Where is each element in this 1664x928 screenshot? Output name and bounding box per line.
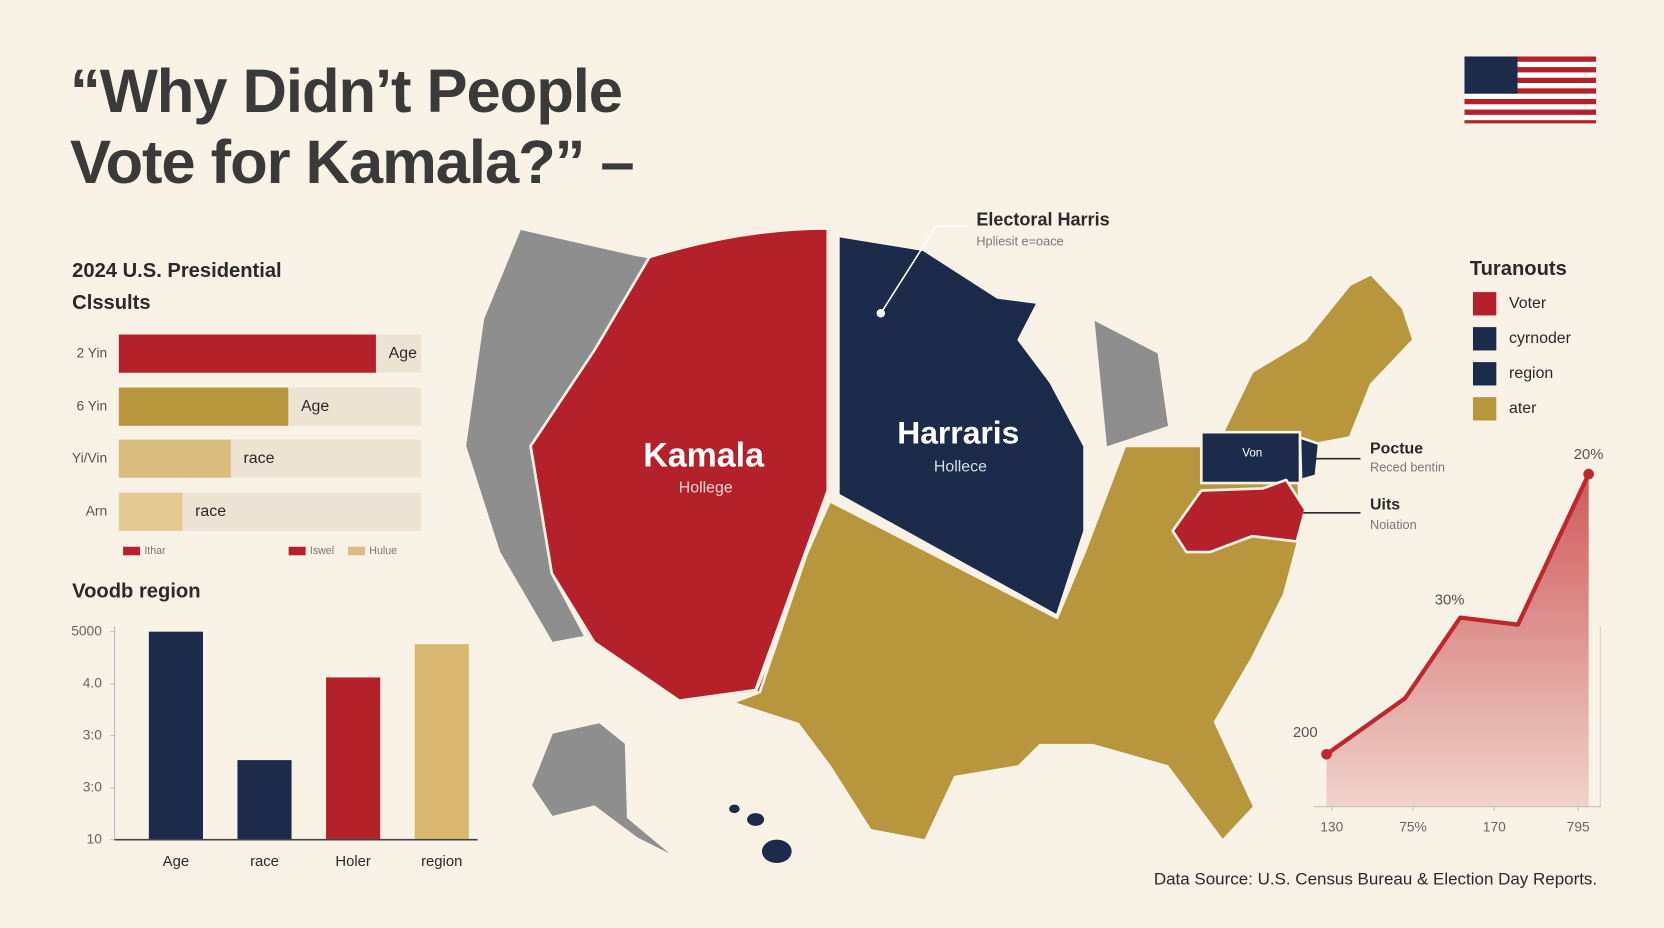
y-tick-label: 3:0	[83, 727, 102, 742]
flag-stripe	[1464, 93, 1597, 99]
bar	[118, 492, 183, 531]
map-label: Kamala	[643, 437, 765, 475]
bar	[237, 760, 292, 840]
map-state-nj	[1298, 436, 1321, 482]
y-tick-label: 4.0	[83, 675, 102, 690]
x-tick-label: 130	[1320, 820, 1343, 835]
map-state-pa	[1199, 430, 1302, 485]
legend-swatch	[1472, 292, 1497, 316]
x-tick-label: 170	[1483, 820, 1506, 835]
category-label: Arn	[86, 503, 107, 518]
map-region-kamala	[529, 227, 830, 702]
callout-title: Electoral Harris	[976, 210, 1109, 230]
map-alaska	[529, 720, 681, 862]
bar-label: race	[195, 503, 226, 520]
bar	[118, 439, 231, 478]
map-region-michigan	[1091, 317, 1171, 450]
bar-label: Age	[301, 398, 329, 415]
flag-stripe	[1464, 61, 1597, 68]
legend-label: cyrnoder	[1509, 330, 1572, 347]
legend-title: Turanouts	[1470, 258, 1567, 280]
y-tick-label: 10	[87, 831, 103, 846]
bar	[148, 631, 203, 840]
area-fill	[1326, 474, 1589, 807]
us-map: Kamala Hollege Harraris Hollece Von Elec…	[463, 210, 1445, 864]
us-flag	[1464, 56, 1597, 124]
bar	[326, 677, 381, 840]
point	[1321, 748, 1332, 760]
x-tick-label: 75%	[1399, 820, 1427, 835]
legend-label: Iswel	[310, 545, 334, 557]
category-label: Yi/Vin	[72, 450, 107, 465]
flag-stripe	[1464, 104, 1597, 110]
map-hawaii	[729, 804, 740, 814]
chart-title: 2024 U.S. Presidential	[72, 260, 282, 282]
callout-subtitle: Hpliesit e=oace	[976, 234, 1063, 249]
map-label: Harraris	[897, 415, 1019, 451]
legend-swatch	[1472, 397, 1497, 421]
main-title: “Why Didn’t People	[70, 57, 622, 126]
map-state-wv	[1171, 478, 1307, 554]
callout-subtitle: Noiation	[1370, 517, 1417, 532]
map-hawaii	[761, 839, 792, 864]
legend-swatch	[123, 546, 141, 556]
map-hawaii	[747, 813, 765, 826]
annotation: 200	[1293, 725, 1318, 741]
annotation: 20%	[1574, 447, 1604, 463]
category-label: 2 Yin	[77, 345, 108, 360]
legend-swatch	[348, 546, 366, 556]
legend-swatch	[1472, 362, 1497, 386]
legend-label: ater	[1509, 400, 1537, 417]
bar	[118, 334, 376, 373]
chart-title: Clssults	[72, 292, 150, 314]
flag-stripe	[1464, 83, 1597, 89]
main-title: Vote for Kamala?” –	[70, 128, 634, 197]
map-sublabel: Hollece	[934, 458, 987, 475]
legend-swatch	[1472, 327, 1497, 351]
legend-swatch	[288, 546, 306, 556]
callout-title: Uits	[1370, 497, 1400, 514]
legend-label: Voter	[1509, 295, 1547, 312]
map-region-northeast	[1219, 272, 1415, 448]
callout-subtitle: Reced bentin	[1370, 460, 1445, 475]
y-tick-label: 5000	[71, 623, 102, 638]
source-note: Data Source: U.S. Census Bureau & Electi…	[1154, 869, 1597, 888]
x-tick-label: 795	[1567, 820, 1590, 835]
flag-stripe	[1464, 72, 1597, 78]
y-tick-label: 3:0	[83, 779, 102, 794]
chart-title: Voodb region	[72, 581, 200, 603]
category-label: 6 Yin	[77, 398, 108, 413]
x-tick-label: Holer	[335, 854, 371, 870]
flag-stripe	[1464, 114, 1597, 121]
bar-label: Age	[389, 345, 417, 362]
x-tick-label: Age	[163, 854, 189, 870]
flag-canton	[1464, 56, 1518, 94]
callout-line	[880, 225, 968, 314]
map-sublabel: Hollege	[679, 480, 733, 497]
legend-label: Ithar	[144, 545, 166, 557]
x-tick-label: race	[250, 854, 279, 870]
callout-title: Poctue	[1370, 440, 1423, 457]
map-state-label: Von	[1242, 446, 1262, 459]
line	[1325, 473, 1591, 756]
bar	[414, 644, 469, 840]
legend-label: region	[1509, 365, 1553, 382]
callout-dot	[876, 309, 886, 318]
annotation: 30%	[1435, 593, 1465, 609]
point	[1583, 468, 1594, 480]
bar	[118, 387, 289, 426]
bar-label: race	[243, 450, 274, 467]
legend-label: Hulue	[369, 545, 397, 557]
x-tick-label: region	[421, 854, 462, 870]
map-region-harris	[837, 234, 1086, 618]
